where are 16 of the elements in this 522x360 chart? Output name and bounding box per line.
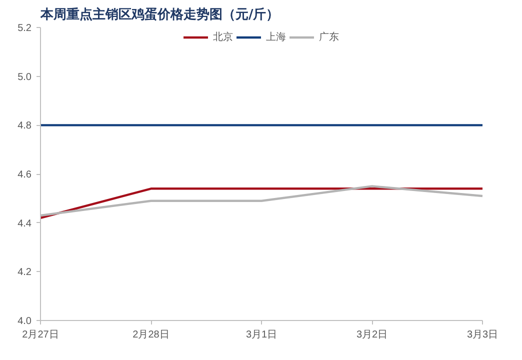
legend-label: 北京 xyxy=(213,30,233,44)
y-tick-label: 4.6 xyxy=(18,170,32,180)
y-tick-label: 4.8 xyxy=(18,120,32,132)
y-tick-label: 5.2 xyxy=(18,23,32,34)
legend-label: 上海 xyxy=(266,30,286,44)
x-tick-label: 2月27日 xyxy=(22,330,59,340)
x-tick-label: 2月28日 xyxy=(132,330,170,340)
y-tick-label: 4.2 xyxy=(18,267,32,278)
y-tick-label: 4.0 xyxy=(18,316,32,327)
chart-title: 本周重点主销区鸡蛋价格走势图（元/斤） xyxy=(40,6,280,22)
legend-label: 广东 xyxy=(319,30,339,44)
x-tick-label: 3月2日 xyxy=(356,330,388,340)
y-tick-label: 4.4 xyxy=(18,218,32,230)
y-tick-label: 5.0 xyxy=(18,72,32,83)
x-tick-label: 3月3日 xyxy=(466,330,498,340)
x-tick-label: 3月1日 xyxy=(246,330,278,340)
